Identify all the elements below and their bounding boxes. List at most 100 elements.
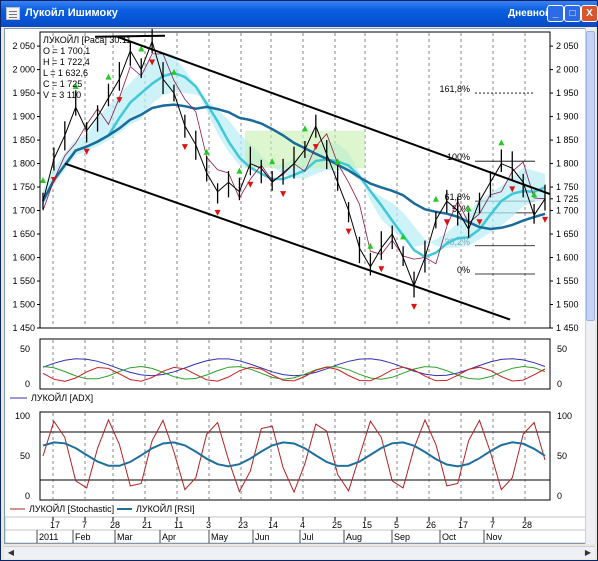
vertical-scroll-thumb[interactable] (586, 31, 595, 321)
adx-right-label-0: 0 (557, 379, 562, 389)
fib-level-label: 0% (457, 265, 470, 275)
info-low: L = 1 632,6 (43, 68, 88, 78)
price-left-tick-label: 1 750 (12, 182, 35, 192)
fib-level-label: 100% (447, 152, 470, 162)
price-plot-frame (39, 31, 551, 329)
lower-channel-line (64, 162, 511, 321)
top-line (94, 34, 166, 38)
scroll-left-arrow[interactable]: ◀ (7, 548, 15, 557)
price-info-box: ЛУКОЙЛ [Раса] 30.11 O = 1 700,1 H = 1 72… (43, 34, 131, 100)
price-line (42, 39, 546, 288)
x-day-label: 17 (50, 520, 60, 530)
x-day-label: 25 (332, 520, 342, 530)
buy-arrow (269, 158, 276, 165)
ema-line (41, 103, 546, 231)
price-left-axis: 2 050 2 000 1 950 1 900 1 850 1 800 1 750 1 700… (12, 41, 40, 333)
buy-arrow (170, 68, 177, 75)
window-title: Лукойл Ишимоку (25, 7, 118, 19)
osc-left-label-50: 50 (20, 451, 30, 461)
buy-arrow (367, 242, 374, 249)
adx-line (42, 358, 546, 377)
close-button[interactable]: X (581, 5, 598, 22)
price-right-tick-label: 1 900 (556, 112, 579, 122)
buy-arrow (72, 83, 79, 90)
buy-arrow (236, 167, 243, 174)
rsi-line (42, 441, 546, 468)
x-axis-months: 2011 Feb Mar Apr May Jun Jul Aug Sep Oct Nov (36, 530, 503, 543)
signal-arrows (40, 45, 548, 310)
maximize-button[interactable]: □ (564, 5, 581, 22)
price-left-tick-label: 1 900 (12, 112, 35, 122)
x-day-label: 21 (142, 520, 152, 530)
sell-arrow (50, 177, 57, 183)
x-day-label: 4 (300, 520, 305, 530)
osc-left-label-100: 100 (15, 411, 30, 421)
di-plus-line (42, 365, 546, 380)
x-month-label: May (211, 532, 229, 542)
price-left-tick-label: 1 650 (12, 229, 35, 239)
adx-plot-frame (39, 338, 551, 390)
osc-right-label-0: 0 (557, 491, 562, 501)
sell-arrow (214, 209, 221, 216)
x-day-label: 11 (174, 520, 183, 530)
stoch-legend: ЛУКОЙЛ [Stochastic] (29, 503, 114, 514)
sell-arrow (411, 303, 418, 310)
price-right-axis: 2 050 2 000 1 950 1 900 1 850 1 800 1 750 1 725… (550, 41, 579, 333)
sell-arrow (83, 148, 90, 155)
osc-right-label-100: 100 (557, 411, 572, 421)
adx-legend: ЛУКОЙЛ [ADX] (31, 392, 93, 403)
buy-arrow (105, 73, 112, 80)
fib-level-label: 50% (452, 204, 470, 214)
sell-arrow (443, 219, 450, 226)
x-month-label: Jun (255, 532, 270, 542)
price-right-tick-label: 1 450 (556, 323, 579, 333)
x-day-label: 23 (238, 520, 248, 530)
info-close: C = 1 725 (43, 79, 82, 89)
horizontal-scrollbar[interactable] (4, 546, 595, 559)
buy-arrow (334, 158, 341, 165)
x-month-label: Sep (394, 532, 410, 542)
info-open: O = 1 700,1 (43, 46, 90, 56)
sell-arrow (378, 266, 385, 273)
buy-arrow (531, 191, 538, 198)
x-month-label: Oct (442, 532, 457, 542)
sell-arrow (149, 59, 156, 66)
x-day-label: 15 (362, 520, 372, 530)
sell-arrow (312, 144, 319, 151)
x-month-label: Mar (117, 532, 133, 542)
price-left-tick-label: 1 500 (12, 300, 35, 310)
title-bar[interactable]: Лукойл Ишимоку Дневной _ □ X (1, 1, 598, 27)
rsi-legend: ЛУКОЙЛ [RSI] (136, 503, 195, 514)
time-axis: 17 7 28 21 11 3 23 14 4 25 15 5 26 17 7 28 2011 Feb Mar Ap… (4, 516, 587, 544)
chart-area: 161,8%100%61,8%50%38,2%0% ЛУКОЙЛ [Раса] … (4, 27, 595, 544)
price-right-tick-label: 1 550 (556, 276, 579, 286)
price-right-tick-label: 1 500 (556, 300, 579, 310)
upper-channel-line (116, 35, 551, 196)
x-month-label: Nov (486, 532, 503, 542)
sell-arrow (116, 97, 123, 104)
x-day-label: 14 (268, 520, 278, 530)
timeframe-label: Дневной (508, 8, 552, 19)
price-left-tick-label: 2 000 (12, 65, 35, 75)
buy-arrow (138, 45, 145, 52)
buy-arrow (432, 195, 439, 202)
price-left-tick-label: 1 800 (12, 159, 35, 169)
x-day-label: 26 (426, 520, 436, 530)
minimize-button[interactable]: _ (547, 5, 564, 22)
fib-level-label: 161,8% (439, 84, 470, 94)
price-right-tick-label: 1 800 (556, 159, 579, 169)
sell-arrow (345, 228, 352, 235)
price-right-tick-label: 1 950 (556, 88, 579, 98)
price-left-tick-label: 2 050 (12, 41, 35, 51)
price-right-tick-label: 1 700 (556, 206, 579, 216)
buy-arrow (498, 139, 505, 146)
oscillator-plot-frame (39, 411, 551, 501)
adx-lines (42, 358, 546, 382)
x-month-label: Aug (346, 532, 362, 542)
price-right-tick-label: 1 850 (556, 135, 579, 145)
oscillator-lines (42, 418, 546, 494)
buy-arrow (203, 148, 210, 155)
sell-arrow (476, 219, 483, 226)
scroll-right-arrow[interactable]: ▶ (584, 548, 592, 557)
